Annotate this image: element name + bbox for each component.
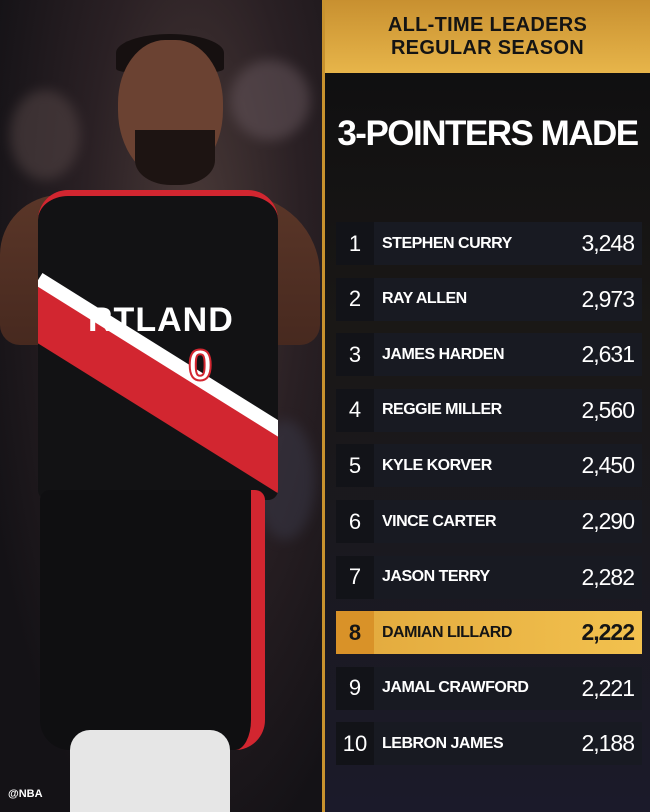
- leader-value: 2,282: [581, 563, 635, 590]
- leader-row: 7 JASON TERRY 2,282: [336, 555, 642, 599]
- leader-value: 3,248: [581, 230, 635, 256]
- leader-name: JASON TERRY: [382, 568, 490, 586]
- header-band: ALL-TIME LEADERS REGULAR SEASON: [325, 0, 650, 73]
- leader-value: 2,188: [581, 730, 635, 757]
- leader-name: KYLE KORVER: [382, 456, 492, 474]
- leader-row: 1 STEPHEN CURRY 3,248: [336, 222, 642, 265]
- leader-row: 9 JAMAL CRAWFORD 2,221: [336, 666, 642, 710]
- leader-rank: 7: [336, 555, 374, 599]
- leader-name: JAMAL CRAWFORD: [382, 679, 529, 697]
- leader-rank: 6: [336, 500, 374, 543]
- leader-rank: 8: [336, 611, 374, 655]
- leader-name: VINCE CARTER: [382, 512, 497, 530]
- player-jersey: RTLAND 0: [38, 190, 278, 500]
- leader-row: 4 REGGIE MILLER 2,560: [336, 388, 642, 432]
- leader-row: 2 RAY ALLEN 2,973: [336, 277, 642, 321]
- leader-row: 5 KYLE KORVER 2,450: [336, 444, 642, 488]
- leader-name: LEBRON JAMES: [382, 734, 504, 752]
- leader-value: 2,973: [581, 285, 635, 312]
- leader-value: 2,221: [581, 674, 635, 701]
- jersey-text: RTLAND: [88, 301, 234, 339]
- leader-rank: 3: [336, 333, 374, 377]
- jersey-number: 0: [187, 340, 214, 391]
- stat-title: 3-POINTERS MADE: [337, 114, 639, 153]
- leader-rank: 4: [336, 388, 374, 432]
- leader-value: 2,450: [581, 452, 635, 479]
- leader-name: RAY ALLEN: [382, 290, 467, 308]
- leader-value: 2,222: [581, 619, 635, 646]
- leader-row: 3 JAMES HARDEN 2,631: [336, 333, 642, 377]
- player-photo: RTLAND 0 @NBA: [0, 0, 322, 812]
- header-line2: REGULAR SEASON: [390, 36, 585, 59]
- leaders-panel: ALL-TIME LEADERS REGULAR SEASON 3-POINTE…: [322, 0, 650, 812]
- leader-value: 2,631: [581, 341, 635, 368]
- leader-rank: 2: [336, 277, 374, 321]
- leader-name: JAMES HARDEN: [382, 345, 505, 363]
- leader-value: 2,560: [581, 396, 635, 423]
- leader-row: 6 VINCE CARTER 2,290: [336, 500, 642, 543]
- leader-name: REGGIE MILLER: [382, 401, 502, 419]
- leader-rank: 5: [336, 444, 374, 488]
- leader-rank: 9: [336, 666, 374, 710]
- leader-rank: 10: [336, 722, 374, 766]
- header-line1: ALL-TIME LEADERS: [387, 13, 588, 36]
- leader-rank: 1: [336, 222, 374, 265]
- leader-row: 8 DAMIAN LILLARD 2,222: [336, 611, 642, 655]
- leader-value: 2,290: [581, 508, 635, 534]
- leader-name: STEPHEN CURRY: [382, 234, 512, 252]
- nba-watermark: @NBA: [8, 788, 43, 800]
- leader-name: DAMIAN LILLARD: [382, 623, 512, 641]
- player-shorts: [40, 490, 265, 750]
- leader-row: 10 LEBRON JAMES 2,188: [336, 722, 642, 766]
